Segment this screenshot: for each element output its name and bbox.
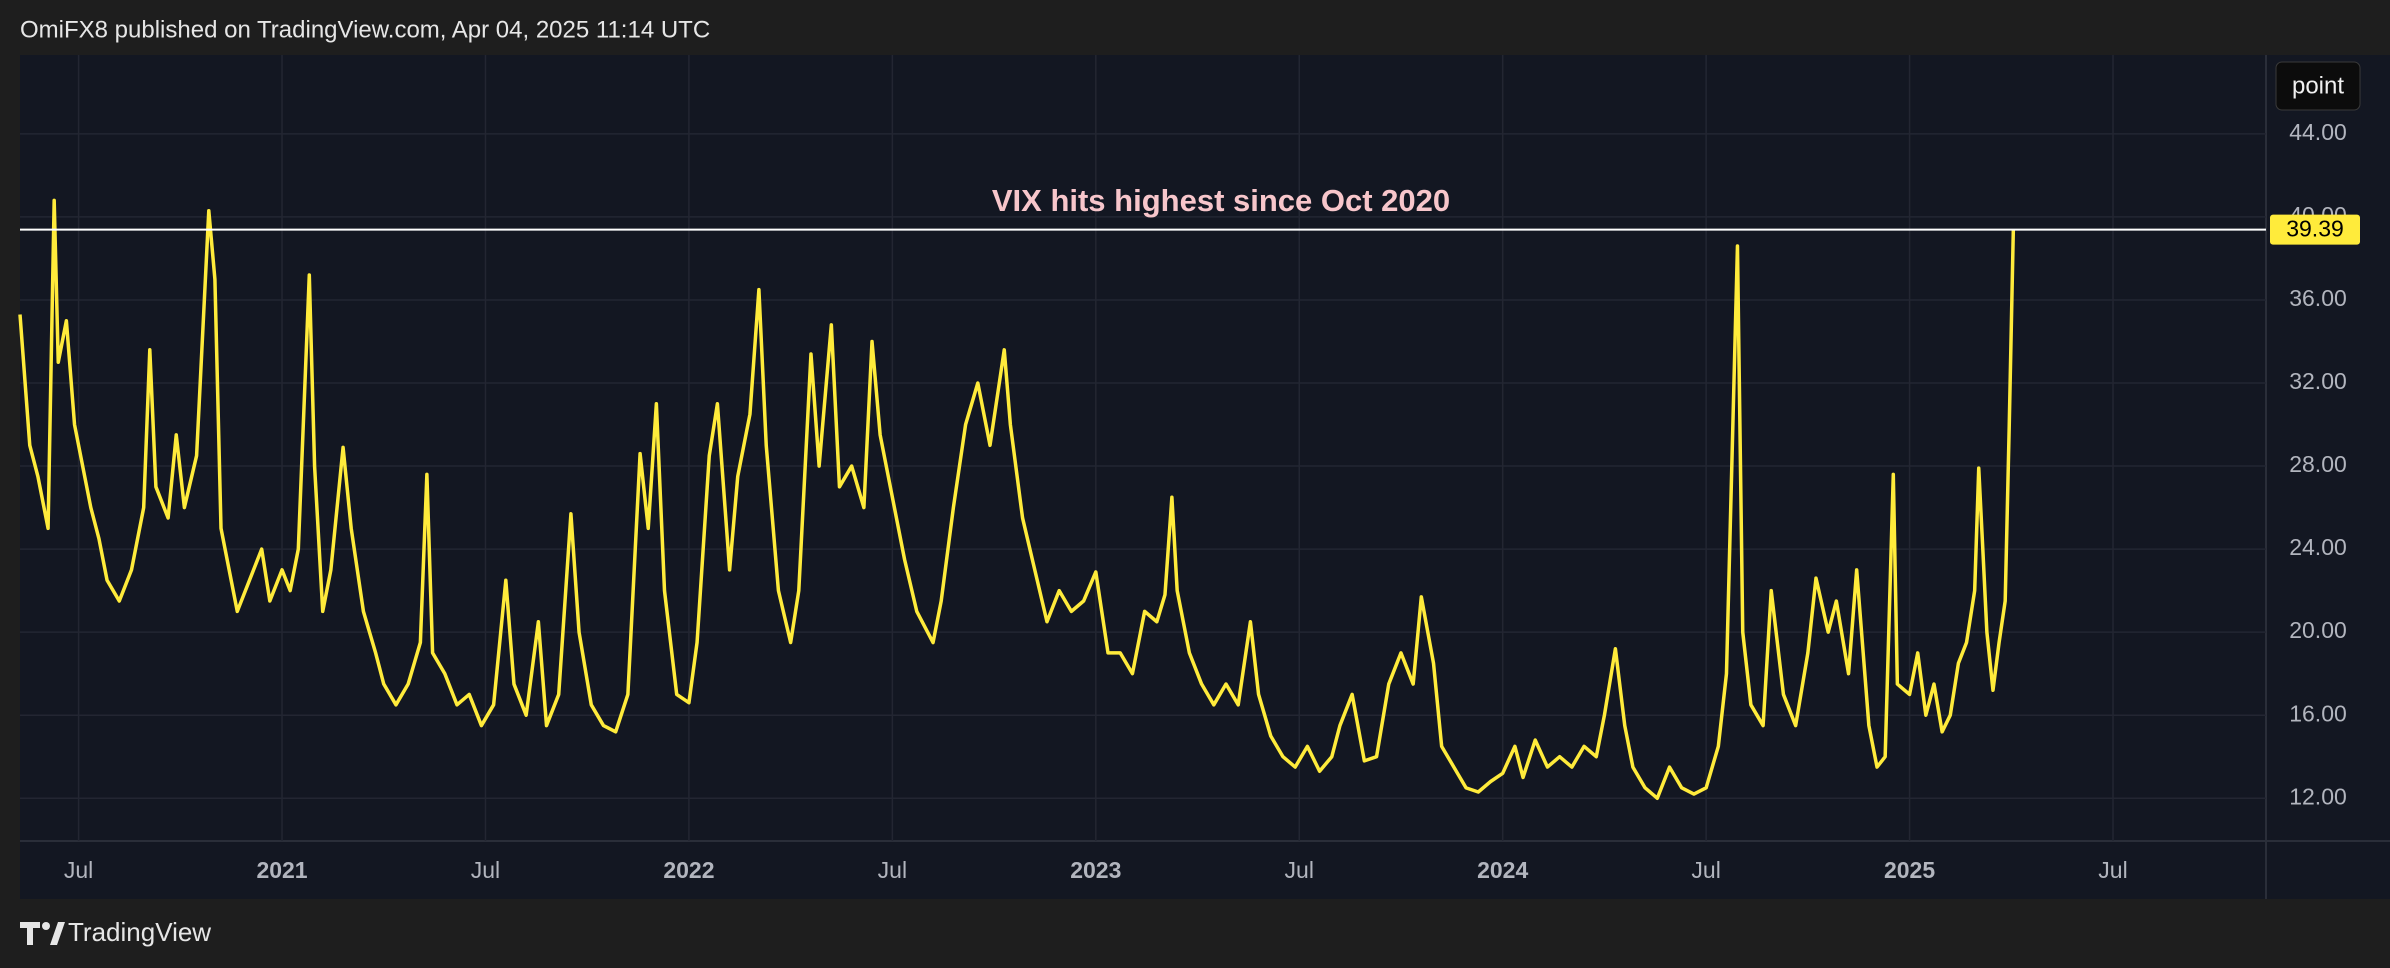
x-tick-label: 2024 (1477, 857, 1528, 883)
x-tick-label: Jul (878, 857, 907, 883)
x-tick-label: Jul (471, 857, 500, 883)
x-tick-label: Jul (2098, 857, 2127, 883)
plot (18, 198, 2016, 800)
x-tick-label: Jul (1691, 857, 1720, 883)
x-tick-label: 2023 (1070, 857, 1121, 883)
grid (20, 55, 2266, 841)
series-line (18, 198, 2016, 800)
brand-logo (20, 922, 65, 945)
brand-name: TradingView (68, 917, 211, 947)
logo-part (20, 922, 40, 945)
y-tick-label: 28.00 (2289, 451, 2347, 477)
annotation: VIX hits highest since Oct 2020 (992, 183, 1450, 218)
price-label: 39.39 (2286, 216, 2344, 242)
x-tick-label: 2025 (1884, 857, 1935, 883)
unit-button[interactable]: point (2275, 61, 2361, 111)
y-tick-label: 36.00 (2289, 285, 2347, 311)
unit-button-bg[interactable] (2275, 61, 2361, 111)
x-tick-label: Jul (64, 857, 93, 883)
publish-info: OmiFX8 published on TradingView.com, Apr… (20, 16, 710, 43)
y-tick-label: 12.00 (2289, 783, 2347, 809)
y-tick-label: 24.00 (2289, 534, 2347, 560)
y-tick-label: 20.00 (2289, 617, 2347, 643)
y-tick-label: 44.00 (2289, 119, 2347, 145)
x-tick-label: 2022 (663, 857, 714, 883)
unit-button-label[interactable]: point (2292, 72, 2344, 99)
price-label-bg (2270, 214, 2360, 245)
x-tick-label: Jul (1285, 857, 1314, 883)
x-tick-label: 2021 (256, 857, 307, 883)
chart-pane (20, 55, 2390, 899)
logo-part (42, 922, 50, 930)
y-tick-label: 32.00 (2289, 368, 2347, 394)
y-tick-label: 16.00 (2289, 700, 2347, 726)
logo-part (50, 922, 65, 945)
